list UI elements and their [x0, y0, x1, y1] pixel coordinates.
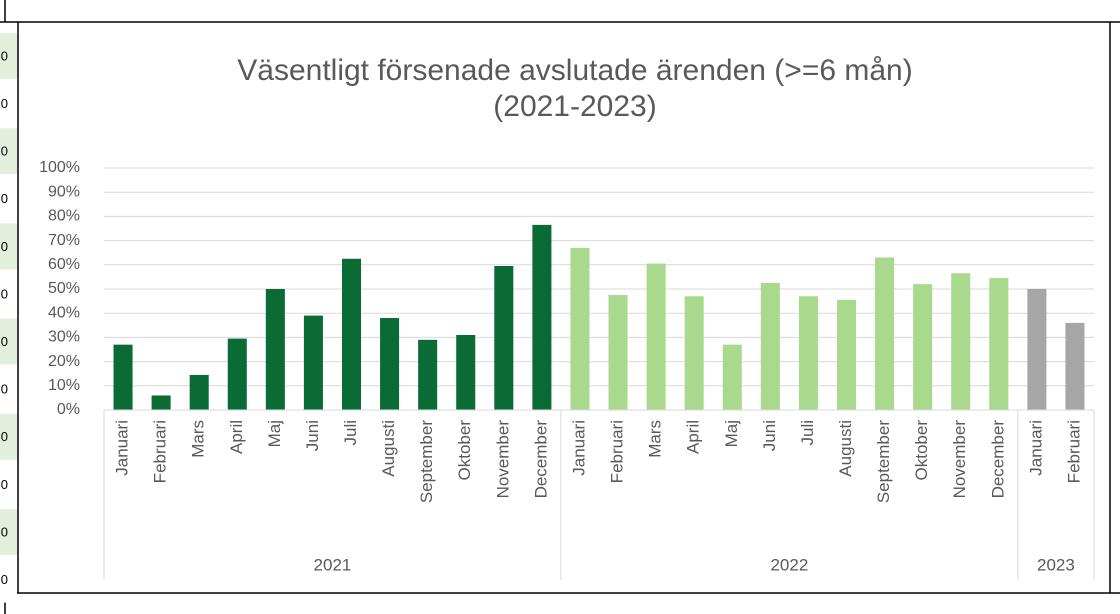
sheet-cell-text: 0	[1, 524, 8, 539]
y-tick-label: 100%	[39, 159, 80, 176]
x-tick-label: Mars	[646, 420, 665, 458]
sheet-cell	[0, 366, 17, 413]
x-tick-label: Oktober	[912, 420, 931, 481]
bar	[760, 282, 780, 410]
y-tick-label: 60%	[48, 256, 80, 273]
sheet-cell	[0, 223, 17, 270]
bar	[380, 318, 400, 410]
x-tick-label: Januari	[113, 420, 132, 476]
bar	[189, 374, 209, 410]
y-tick-label: 80%	[48, 208, 80, 225]
y-tick-label: 50%	[48, 280, 80, 297]
group-label: 2022	[770, 555, 808, 574]
x-tick-label: Januari	[1026, 420, 1045, 476]
sheet-cell	[0, 413, 17, 460]
sheet-cell-text: 0	[1, 48, 8, 63]
bar	[722, 344, 742, 410]
sheet-cell-text: 0	[1, 144, 8, 159]
group-label: 2023	[1037, 555, 1075, 574]
sheet-cell	[0, 128, 17, 175]
bar	[494, 266, 514, 410]
x-tick-label: Maj	[265, 420, 284, 447]
x-tick-label: April	[684, 420, 703, 454]
bar	[798, 296, 818, 410]
x-tick-label: Augusti	[836, 420, 855, 477]
bar	[532, 224, 552, 410]
bar	[265, 289, 285, 410]
sheet-cell	[0, 461, 17, 508]
x-tick-label: November	[493, 420, 512, 499]
bar	[913, 284, 933, 410]
x-tick-label: Februari	[608, 420, 627, 483]
y-tick-label: 0%	[57, 401, 80, 418]
x-tick-label: December	[988, 420, 1007, 499]
bar	[113, 344, 133, 410]
x-tick-label: Juni	[760, 420, 779, 451]
sheet-cell	[0, 271, 17, 317]
x-tick-label: September	[874, 420, 893, 503]
sheet-cell-text: 0	[1, 191, 8, 206]
sheet-cell	[0, 33, 17, 79]
bar	[951, 273, 971, 410]
bar	[989, 278, 1009, 410]
bar	[875, 257, 895, 410]
bar	[303, 315, 323, 410]
x-tick-label: November	[950, 420, 969, 499]
bar	[151, 395, 171, 410]
x-tick-label: Mars	[189, 420, 208, 458]
y-tick-label: 30%	[48, 329, 80, 346]
sheet-cell	[0, 556, 17, 603]
bar	[646, 263, 666, 410]
y-tick-label: 90%	[48, 183, 80, 200]
bar	[227, 338, 247, 410]
chart-title: (2021-2023)	[493, 90, 656, 123]
x-tick-label: Augusti	[379, 420, 398, 477]
x-tick-label: Juli	[341, 420, 360, 446]
sheet-cell-text: 0	[1, 477, 8, 492]
bar	[836, 299, 857, 410]
bar	[418, 339, 438, 410]
bar	[684, 296, 704, 410]
x-tick-label: Februari	[1064, 420, 1083, 483]
bar	[456, 334, 476, 410]
y-tick-label: 10%	[48, 377, 80, 394]
y-tick-label: 70%	[48, 232, 80, 249]
x-tick-label: December	[531, 420, 550, 499]
sheet-cell	[0, 318, 17, 365]
x-tick-label: Februari	[151, 420, 170, 483]
x-tick-label: Januari	[569, 420, 588, 476]
bar	[1065, 322, 1085, 410]
y-tick-label: 20%	[48, 353, 80, 370]
sheet-cell-text: 0	[1, 572, 8, 587]
sheet-cell	[0, 509, 17, 555]
chart-title: Väsentligt försenade avslutade ärenden (…	[237, 54, 912, 87]
sheet-cell-text: 0	[1, 96, 8, 111]
sheet-cell-text: 0	[1, 286, 8, 301]
sheet-cell-text: 0	[1, 429, 8, 444]
sheet-cell-text: 0	[1, 334, 8, 349]
y-tick-label: 40%	[48, 304, 80, 321]
sheet-cell	[0, 80, 17, 127]
sheet-cell-text: 0	[1, 239, 8, 254]
x-tick-label: Oktober	[455, 420, 474, 481]
x-tick-label: April	[227, 420, 246, 454]
x-tick-label: Juli	[798, 420, 817, 446]
sheet-cell	[0, 175, 17, 222]
x-tick-label: Juni	[303, 420, 322, 451]
x-tick-label: September	[417, 420, 436, 503]
bar	[608, 295, 628, 410]
sheet-cell-text: 0	[1, 382, 8, 397]
bar	[570, 247, 590, 410]
x-tick-label: Maj	[722, 420, 741, 447]
bar	[1027, 289, 1047, 410]
group-label: 2021	[314, 555, 352, 574]
bar	[341, 258, 362, 410]
